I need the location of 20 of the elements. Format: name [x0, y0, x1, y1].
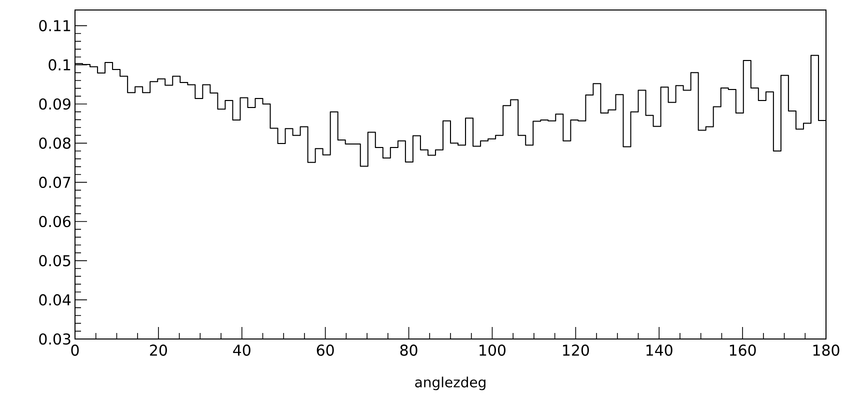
y-tick-label: 0.03 — [39, 333, 70, 345]
y-tick-label: 0.04 — [39, 294, 71, 306]
x-tick-label: 160 — [730, 344, 756, 356]
x-tick-label: 0 — [71, 344, 79, 356]
y-tick-label: 0.06 — [39, 216, 71, 228]
x-tick-label: 120 — [563, 344, 589, 356]
y-tick-label: 0.05 — [39, 255, 70, 266]
x-tick-label: 100 — [480, 344, 506, 356]
x-tick-label: 60 — [316, 344, 334, 356]
y-tick-label: 0.11 — [39, 20, 70, 32]
x-tick-label: 140 — [646, 344, 672, 356]
x-tick-label: 80 — [400, 344, 418, 356]
y-tick-label: 0.1 — [48, 59, 70, 70]
y-tick-label: 0.08 — [39, 138, 70, 149]
x-axis-title: anglezdeg — [415, 376, 486, 390]
x-tick-label: 180 — [813, 344, 840, 356]
x-tick-label: 40 — [233, 344, 250, 356]
x-tick-label: 20 — [150, 344, 167, 356]
y-tick-label: 0.07 — [39, 176, 70, 188]
y-tick-label: 0.09 — [39, 98, 70, 110]
